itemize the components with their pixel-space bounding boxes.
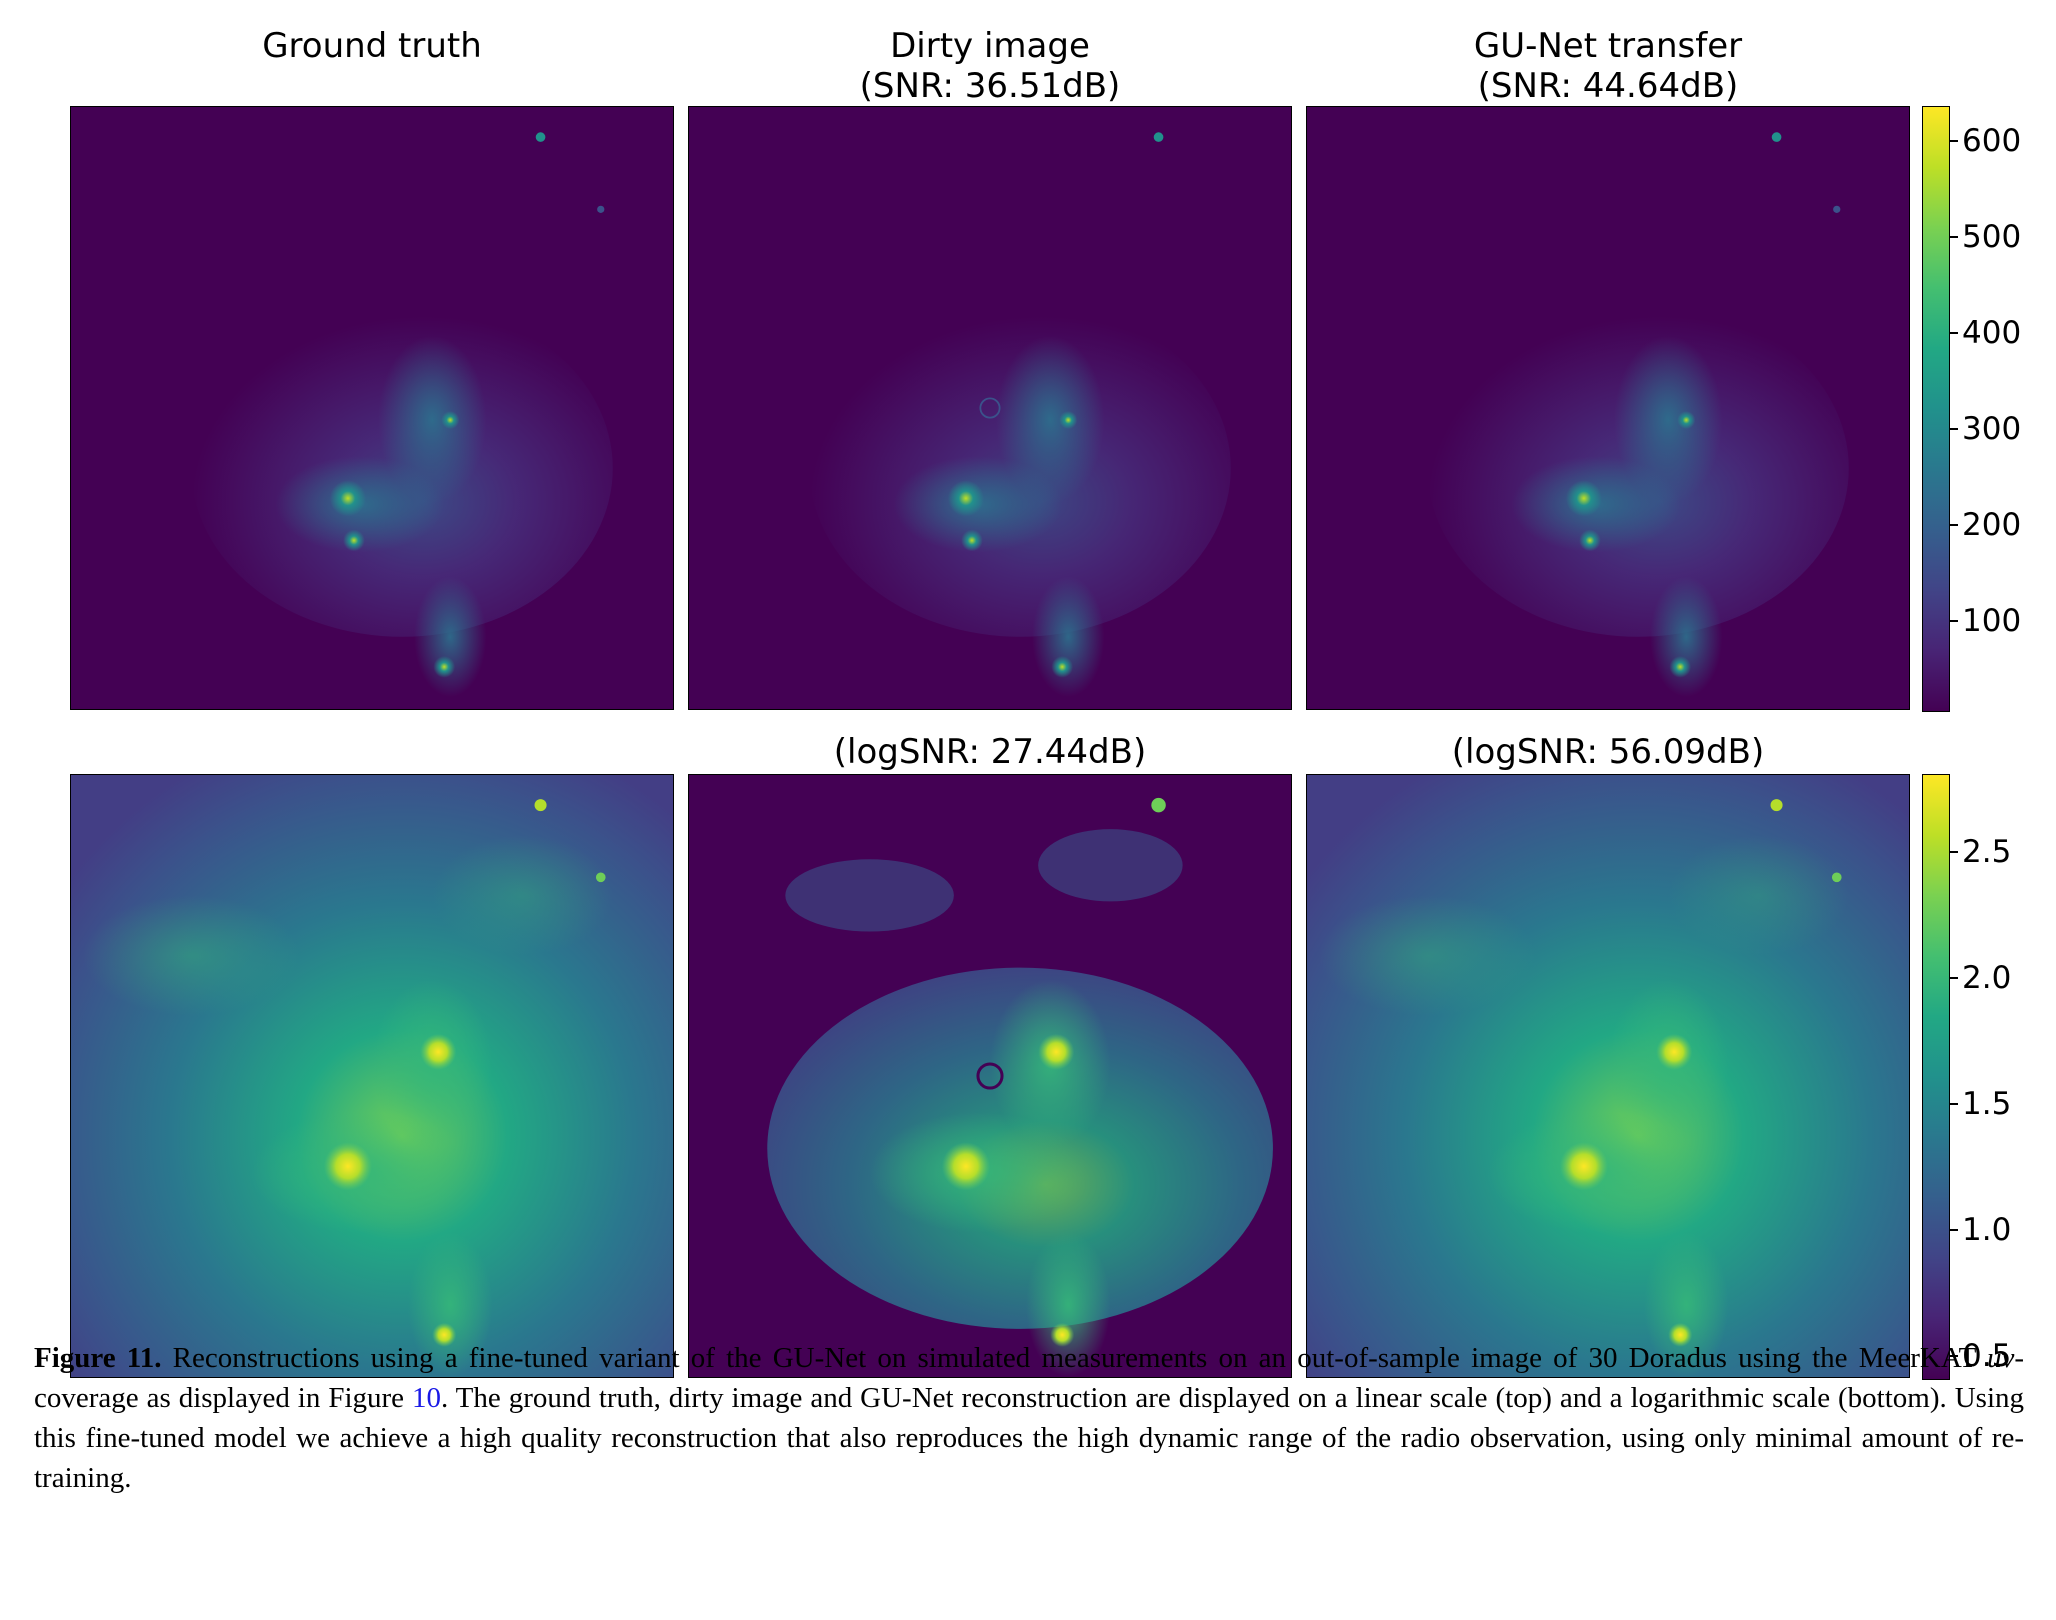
panel-dirty-image-log <box>688 774 1292 1378</box>
title-gunet-transfer: GU-Net transfer (SNR: 44.64dB) <box>1473 26 1743 106</box>
title-ground-truth: Ground truth <box>262 26 482 66</box>
figure-caption: Figure 11. Reconstructions using a fine-… <box>34 1342 2024 1494</box>
title-dirty-image: Dirty image (SNR: 36.51dB) <box>859 26 1121 106</box>
panel-ground-truth-linear <box>70 106 674 710</box>
colorbar-linear <box>1922 106 1950 712</box>
panel-dirty-image-linear <box>688 106 1292 710</box>
colorbar-log <box>1922 774 1950 1380</box>
title-gunet-transfer-log: (logSNR: 56.09dB) <box>1451 732 1765 772</box>
figure-reference-link[interactable]: 10 <box>412 1382 441 1414</box>
title-dirty-image-log: (logSNR: 27.44dB) <box>833 732 1147 772</box>
panel-ground-truth-log <box>70 774 674 1378</box>
panel-gunet-transfer-log <box>1306 774 1910 1378</box>
caption-label: Figure 11. <box>34 1342 162 1374</box>
panel-gunet-transfer-linear <box>1306 106 1910 710</box>
caption-uv: uv <box>1986 1342 2015 1374</box>
